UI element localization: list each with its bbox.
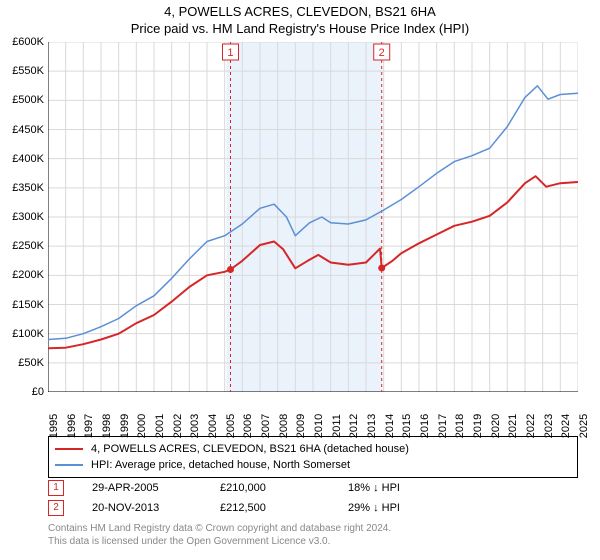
y-tick-label: £450K bbox=[12, 124, 44, 136]
x-tick-label: 2005 bbox=[225, 414, 237, 438]
sale-marker-number: 2 bbox=[48, 500, 64, 516]
sale-row: 2 20-NOV-2013 £212,500 29% ↓ HPI bbox=[48, 498, 578, 518]
x-tick-label: 2016 bbox=[419, 414, 431, 438]
x-tick-label: 1997 bbox=[83, 414, 95, 438]
x-tick-label: 2020 bbox=[490, 414, 502, 438]
sale-delta: 18% ↓ HPI bbox=[348, 482, 448, 494]
legend-item-hpi: HPI: Average price, detached house, Nort… bbox=[55, 457, 571, 473]
sale-date: 20-NOV-2013 bbox=[92, 502, 192, 514]
x-tick-label: 2012 bbox=[348, 414, 360, 438]
legend: 4, POWELLS ACRES, CLEVEDON, BS21 6HA (de… bbox=[48, 436, 578, 478]
x-tick-label: 2021 bbox=[507, 414, 519, 438]
chart-area: 12 £0£50K£100K£150K£200K£250K£300K£350K£… bbox=[48, 42, 578, 392]
y-tick-label: £350K bbox=[12, 182, 44, 194]
x-tick-label: 2009 bbox=[295, 414, 307, 438]
x-tick-label: 2003 bbox=[189, 414, 201, 438]
attribution: Contains HM Land Registry data © Crown c… bbox=[48, 522, 578, 548]
x-tick-label: 2019 bbox=[472, 414, 484, 438]
title-address: 4, POWELLS ACRES, CLEVEDON, BS21 6HA bbox=[0, 4, 600, 19]
x-tick-label: 2004 bbox=[207, 414, 219, 438]
sale-marker-number: 1 bbox=[48, 480, 64, 496]
y-tick-label: £400K bbox=[12, 153, 44, 165]
y-axis-labels: £0£50K£100K£150K£200K£250K£300K£350K£400… bbox=[4, 42, 44, 392]
attribution-line: Contains HM Land Registry data © Crown c… bbox=[48, 522, 578, 535]
legend-label: HPI: Average price, detached house, Nort… bbox=[91, 457, 350, 473]
y-tick-label: £550K bbox=[12, 65, 44, 77]
sales-table: 1 29-APR-2005 £210,000 18% ↓ HPI 2 20-NO… bbox=[48, 478, 578, 518]
x-tick-label: 1995 bbox=[48, 414, 60, 438]
legend-swatch bbox=[55, 448, 83, 450]
title-subtitle: Price paid vs. HM Land Registry's House … bbox=[0, 21, 600, 36]
x-tick-label: 2022 bbox=[525, 414, 537, 438]
y-tick-label: £200K bbox=[12, 269, 44, 281]
x-tick-label: 2001 bbox=[154, 414, 166, 438]
x-tick-label: 1996 bbox=[66, 414, 78, 438]
title-block: 4, POWELLS ACRES, CLEVEDON, BS21 6HA Pri… bbox=[0, 0, 600, 36]
svg-text:1: 1 bbox=[227, 47, 233, 59]
x-tick-label: 2024 bbox=[560, 414, 572, 438]
sale-delta: 29% ↓ HPI bbox=[348, 502, 448, 514]
x-tick-label: 2010 bbox=[313, 414, 325, 438]
svg-text:2: 2 bbox=[379, 47, 385, 59]
attribution-line: This data is licensed under the Open Gov… bbox=[48, 535, 578, 548]
sale-price: £210,000 bbox=[220, 482, 320, 494]
chart-container: 4, POWELLS ACRES, CLEVEDON, BS21 6HA Pri… bbox=[0, 0, 600, 560]
legend-label: 4, POWELLS ACRES, CLEVEDON, BS21 6HA (de… bbox=[91, 441, 409, 457]
x-tick-label: 2017 bbox=[437, 414, 449, 438]
x-tick-label: 2008 bbox=[278, 414, 290, 438]
sale-date: 29-APR-2005 bbox=[92, 482, 192, 494]
legend-swatch bbox=[55, 464, 83, 466]
x-tick-label: 2023 bbox=[543, 414, 555, 438]
x-tick-label: 2007 bbox=[260, 414, 272, 438]
x-tick-label: 2014 bbox=[384, 414, 396, 438]
legend-item-price-paid: 4, POWELLS ACRES, CLEVEDON, BS21 6HA (de… bbox=[55, 441, 571, 457]
sale-price: £212,500 bbox=[220, 502, 320, 514]
x-tick-label: 2006 bbox=[242, 414, 254, 438]
x-tick-label: 1998 bbox=[101, 414, 113, 438]
y-tick-label: £0 bbox=[32, 386, 44, 398]
x-tick-label: 2013 bbox=[366, 414, 378, 438]
x-tick-label: 2002 bbox=[172, 414, 184, 438]
sale-row: 1 29-APR-2005 £210,000 18% ↓ HPI bbox=[48, 478, 578, 498]
y-tick-label: £150K bbox=[12, 299, 44, 311]
x-tick-label: 2000 bbox=[136, 414, 148, 438]
x-tick-label: 2015 bbox=[401, 414, 413, 438]
x-tick-label: 2011 bbox=[331, 414, 343, 438]
y-tick-label: £100K bbox=[12, 328, 44, 340]
x-tick-label: 2025 bbox=[578, 414, 590, 438]
x-tick-label: 1999 bbox=[119, 414, 131, 438]
line-chart-svg: 12 bbox=[48, 42, 578, 392]
y-tick-label: £50K bbox=[18, 357, 44, 369]
x-axis-labels: 1995199619971998199920002001200220032004… bbox=[48, 394, 578, 430]
y-tick-label: £500K bbox=[12, 94, 44, 106]
x-tick-label: 2018 bbox=[454, 414, 466, 438]
y-tick-label: £600K bbox=[12, 36, 44, 48]
y-tick-label: £300K bbox=[12, 211, 44, 223]
y-tick-label: £250K bbox=[12, 240, 44, 252]
